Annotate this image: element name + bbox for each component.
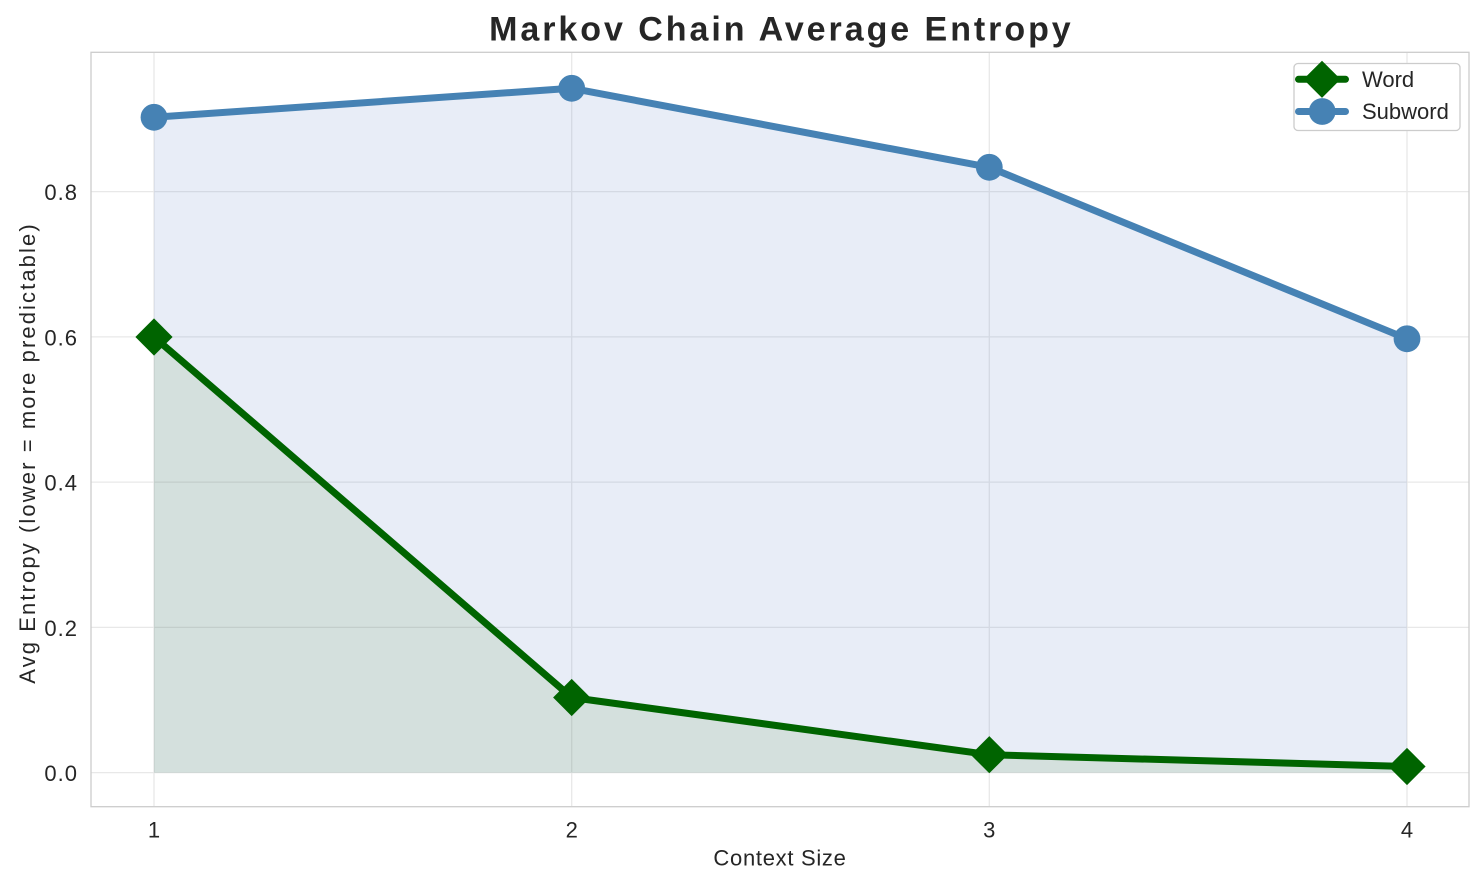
svg-text:2: 2 xyxy=(566,818,578,843)
svg-text:0.2: 0.2 xyxy=(44,616,78,641)
svg-text:Markov Chain Average Entropy: Markov Chain Average Entropy xyxy=(489,11,1074,49)
svg-text:Context Size: Context Size xyxy=(713,846,846,871)
svg-text:0.4: 0.4 xyxy=(44,471,78,496)
svg-text:0.8: 0.8 xyxy=(44,180,78,205)
svg-text:1: 1 xyxy=(148,818,160,843)
svg-text:0.6: 0.6 xyxy=(44,325,78,350)
svg-text:3: 3 xyxy=(983,818,995,843)
svg-text:Subword: Subword xyxy=(1362,99,1449,124)
svg-text:Word: Word xyxy=(1362,67,1414,92)
svg-text:4: 4 xyxy=(1401,818,1413,843)
svg-text:0.0: 0.0 xyxy=(44,761,78,786)
svg-text:Avg Entropy (lower = more pred: Avg Entropy (lower = more predictable) xyxy=(15,222,40,684)
